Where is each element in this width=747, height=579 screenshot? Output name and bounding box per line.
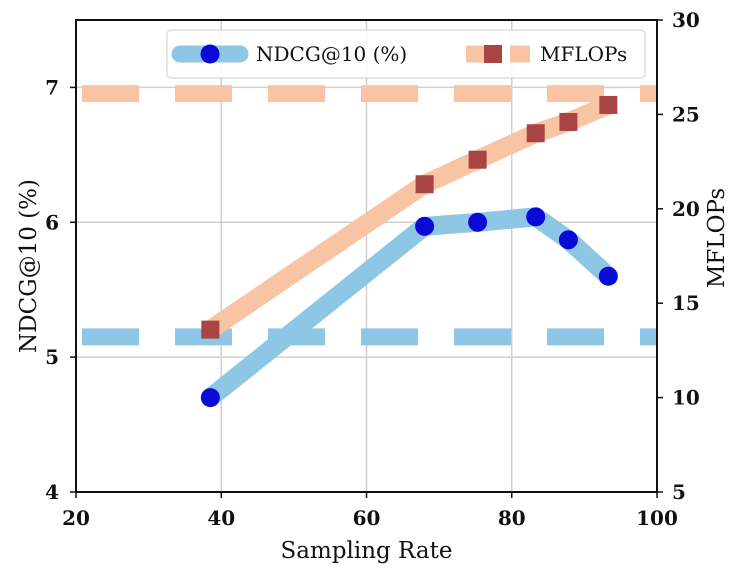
- data-point-ndcg: [468, 212, 488, 232]
- data-point-ndcg: [558, 230, 578, 250]
- data-point-mflops: [599, 95, 618, 114]
- y-left-tick-label: 4: [45, 480, 59, 504]
- x-tick-label: 80: [498, 506, 526, 530]
- data-point-mflops: [415, 175, 434, 194]
- series-markers: [200, 95, 618, 408]
- legend-marker-ndcg: [200, 44, 220, 64]
- y-left-tick-label: 5: [45, 345, 59, 369]
- y-left-tick-label: 6: [45, 210, 59, 234]
- data-point-mflops: [559, 112, 578, 131]
- y-right-tick-label: 25: [672, 102, 700, 126]
- y-right-tick-label: 5: [672, 480, 686, 504]
- data-point-mflops: [201, 320, 220, 339]
- data-point-mflops: [468, 150, 487, 169]
- legend-marker-mflops: [484, 45, 502, 63]
- y-axis-left-label: NDCG@10 (%): [16, 179, 42, 353]
- y-left-tick-label: 7: [45, 75, 59, 99]
- x-tick-label: 100: [636, 506, 678, 530]
- x-tick-label: 20: [62, 506, 90, 530]
- series-lines: [204, 96, 615, 406]
- data-point-ndcg: [200, 388, 220, 408]
- legend: NDCG@10 (%) MFLOPs: [166, 29, 646, 79]
- y-right-tick-label: 10: [672, 386, 700, 410]
- data-point-ndcg: [598, 266, 618, 286]
- reference-lines: [76, 85, 657, 346]
- legend-box: [166, 29, 646, 79]
- series-line-0: [204, 207, 615, 406]
- y-axis-right-label: MFLOPs: [704, 188, 730, 288]
- y-right-tick-label: 15: [672, 291, 700, 315]
- data-point-ndcg: [526, 207, 546, 227]
- legend-label-mflops: MFLOPs: [540, 42, 627, 66]
- x-axis-label: Sampling Rate: [281, 538, 453, 564]
- y-right-tick-label: 20: [672, 197, 700, 221]
- data-point-mflops: [526, 124, 545, 143]
- x-tick-label: 60: [353, 506, 381, 530]
- y-right-tick-label: 30: [672, 8, 700, 32]
- x-tick-label: 40: [207, 506, 235, 530]
- data-point-ndcg: [415, 216, 435, 236]
- legend-label-ndcg: NDCG@10 (%): [256, 42, 407, 66]
- axis-ticks: 20 40 60 80 100 4 5 6 7 5 10 15 20 25 30: [45, 8, 700, 530]
